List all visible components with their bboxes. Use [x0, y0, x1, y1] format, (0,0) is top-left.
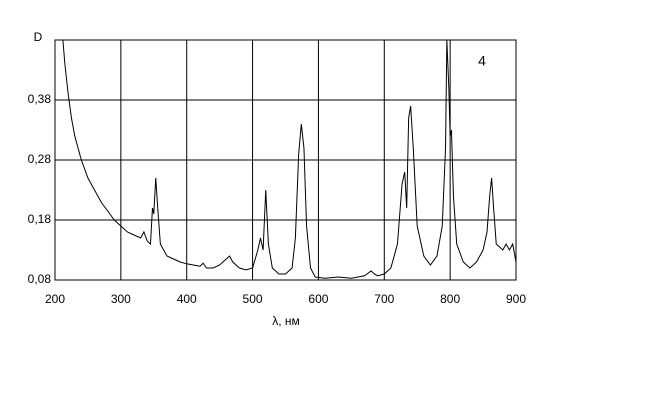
x-tick-label: 300: [111, 292, 131, 306]
y-axis-label: D: [34, 30, 43, 44]
y-tick-label: 0,28: [28, 152, 52, 166]
x-tick-label: 400: [177, 292, 197, 306]
annotation: 4: [478, 53, 486, 69]
x-tick-label: 700: [374, 292, 394, 306]
x-axis-label: λ, нм: [272, 314, 300, 328]
x-tick-label: 500: [243, 292, 263, 306]
x-tick-label: 800: [440, 292, 460, 306]
x-tick-label: 900: [506, 292, 526, 306]
x-tick-label: 600: [308, 292, 328, 306]
y-tick-label: 0,38: [28, 92, 52, 106]
y-tick-label: 0,08: [28, 272, 52, 286]
y-tick-label: 0,18: [28, 212, 52, 226]
spectrum-line: [62, 39, 517, 279]
x-tick-label: 200: [45, 292, 65, 306]
